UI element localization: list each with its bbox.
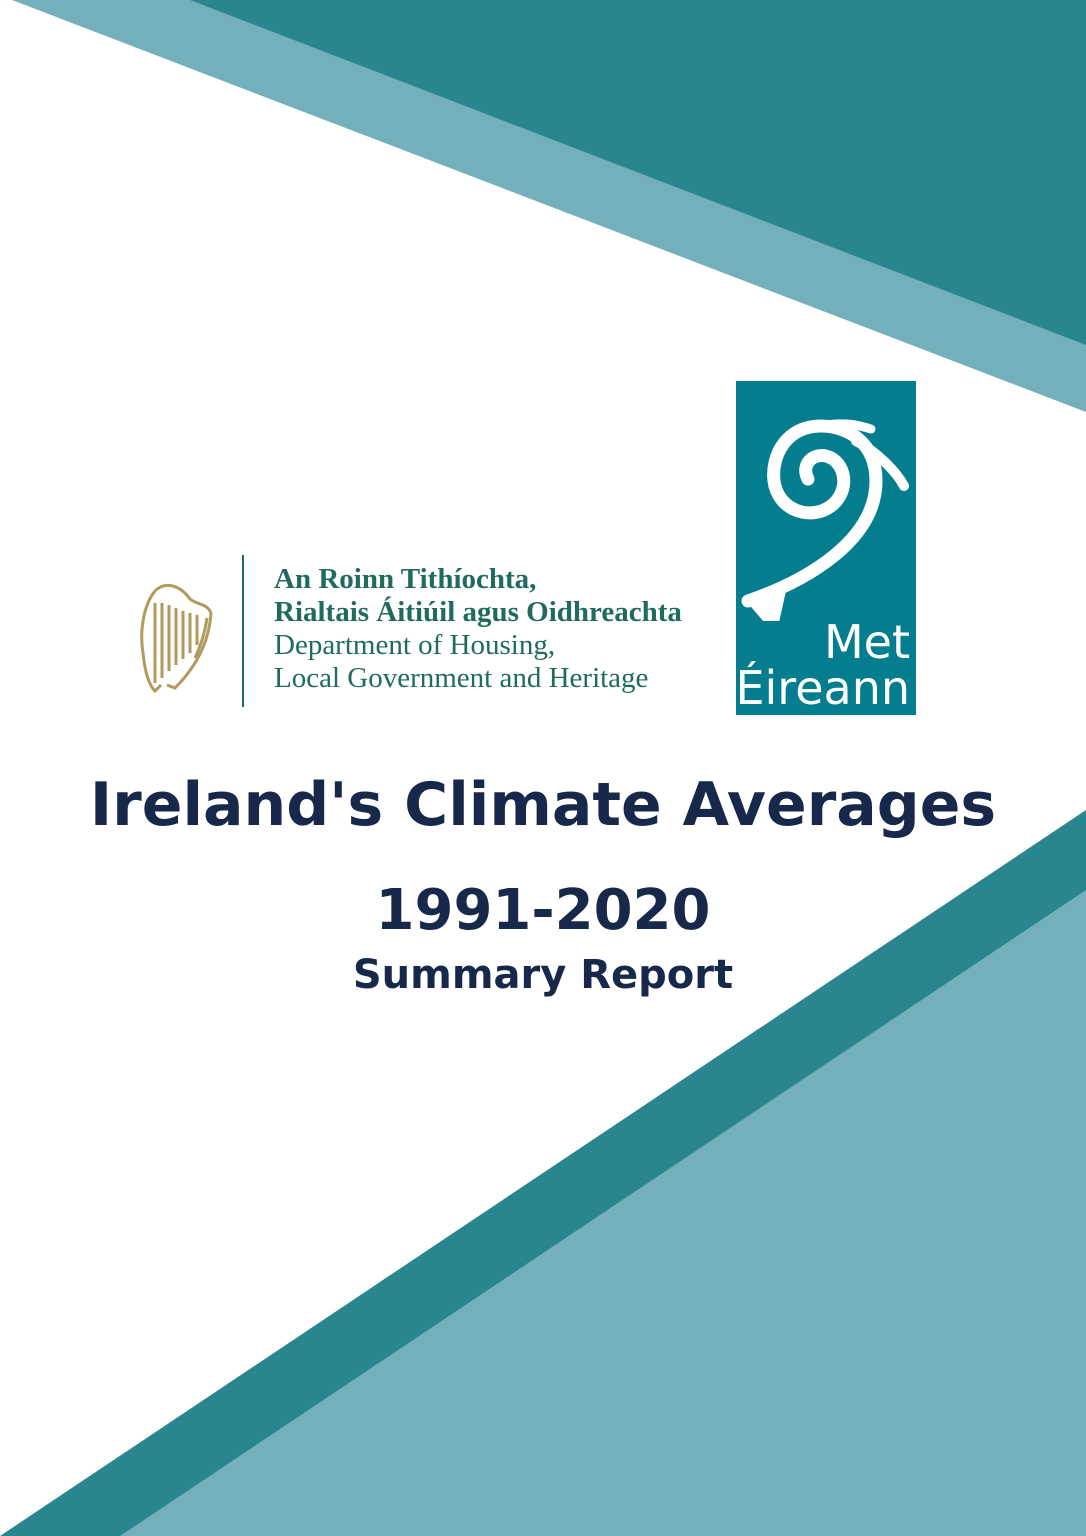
logo-divider — [242, 555, 244, 707]
spiral-wave-icon — [741, 419, 909, 621]
met-text: Met — [823, 615, 910, 669]
irish-name-line-1: An Roinn Tithíochta, — [274, 563, 537, 595]
report-subtitle: Summary Report — [352, 952, 734, 998]
government-logo: An Roinn Tithíochta, Rialtais Áitiúil ag… — [135, 555, 715, 707]
english-name-line-1: Department of Housing, — [274, 629, 556, 661]
top-dark-band — [190, 0, 1086, 345]
english-name-line-2: Local Government and Heritage — [274, 662, 649, 694]
bottom-light-band — [120, 890, 1086, 1536]
department-name: An Roinn Tithíochta, Rialtais Áitiúil ag… — [274, 563, 682, 695]
report-title: Ireland's Climate Averages — [89, 770, 997, 840]
irish-name-line-2: Rialtais Áitiúil agus Oidhreachta — [274, 596, 682, 628]
met-eireann-logo: Met Éireann — [735, 381, 916, 715]
harp-icon — [140, 583, 213, 693]
report-years: 1991-2020 — [375, 878, 711, 943]
eireann-text: Éireann — [735, 661, 910, 715]
